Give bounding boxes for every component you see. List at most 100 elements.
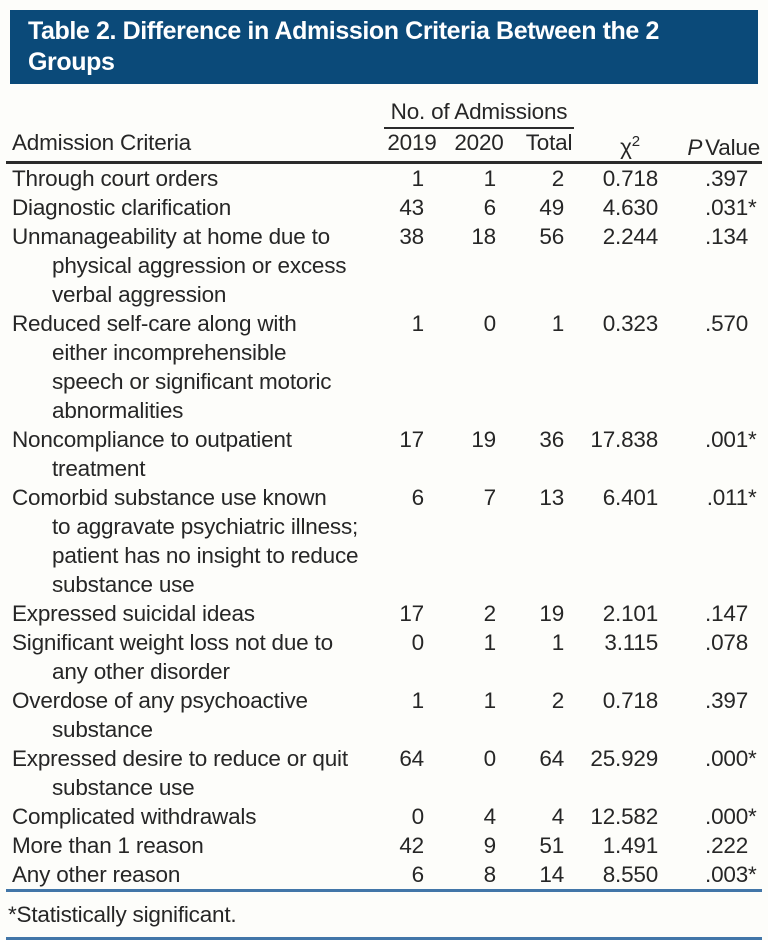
p-value-number: .000 <box>705 745 749 771</box>
p-value-cell: .570 <box>664 309 762 425</box>
criteria-continuation-line: either incomprehensible <box>52 339 287 365</box>
chi-square-cell: 0.718 <box>602 165 659 191</box>
chi-superscript: 2 <box>631 133 640 150</box>
significance-asterisk: * <box>748 194 757 220</box>
admissions-total-cell: 56 <box>539 223 565 249</box>
criteria-line: Reduced self-care along with <box>12 310 297 336</box>
admissions-2020-cell: 4 <box>483 803 497 829</box>
table-title-bar: Table 2. Difference in Admission Criteri… <box>10 10 758 84</box>
p-value-cell: .397 <box>664 686 762 744</box>
admissions-total-cell: 2 <box>551 687 565 713</box>
criteria-line: More than 1 reason <box>12 832 204 858</box>
criteria-cell: More than 1 reason <box>6 831 384 860</box>
criteria-continuation-line: substance use <box>52 571 195 597</box>
criteria-cell: Reduced self-care along with either incom… <box>6 309 384 425</box>
criteria-continuation-line: any other disorder <box>52 658 230 684</box>
chi-symbol: χ <box>620 134 632 160</box>
criteria-continuation-line: to aggravate psychiatric illness; <box>52 513 359 539</box>
column-header-2020: 2020 <box>440 128 510 164</box>
column-header-p-value: P Value <box>664 98 763 164</box>
p-value-number: .000 <box>705 803 749 829</box>
criteria-cell: Comorbid substance use known to aggravate… <box>6 483 384 599</box>
chi-square-cell: 0.718 <box>602 687 659 713</box>
criteria-line: Expressed suicidal ideas <box>12 600 255 626</box>
p-value-cell: .134 <box>664 222 762 309</box>
criteria-continuation-line: substance use <box>52 774 195 800</box>
table-row: Reduced self-care along with either incom… <box>6 309 762 425</box>
column-header-2019: 2019 <box>384 128 440 164</box>
chi-square-cell: 1.491 <box>602 832 659 858</box>
admissions-2020-cell: 8 <box>483 861 497 887</box>
p-value-italic-p: P <box>687 134 703 160</box>
p-value-number: .397 <box>705 687 749 713</box>
admissions-2019-cell: 17 <box>399 600 424 626</box>
criteria-cell: Complicated withdrawals <box>6 802 384 831</box>
table-row: Significant weight loss not due to any ot… <box>6 628 762 686</box>
chi-square-cell: 12.582 <box>590 803 659 829</box>
column-header-admission-criteria: Admission Criteria <box>6 98 384 164</box>
criteria-cell: Diagnostic clarification <box>6 193 384 222</box>
footnote-bar: *Statistically significant. <box>6 888 762 940</box>
admissions-total-cell: 19 <box>539 600 565 626</box>
admissions-total-cell: 36 <box>539 426 565 452</box>
criteria-line: Expressed desire to reduce or quit <box>12 745 348 771</box>
p-value-cell: .147 <box>664 599 762 628</box>
table-title: Table 2. Difference in Admission Criteri… <box>28 17 659 76</box>
p-value-word: Value <box>705 134 761 160</box>
significance-asterisk: * <box>748 745 757 771</box>
admissions-2020-cell: 1 <box>483 629 497 655</box>
admissions-total-cell: 14 <box>539 861 565 887</box>
admissions-2020-cell: 9 <box>483 832 497 858</box>
admissions-2019-cell: 6 <box>411 861 425 887</box>
significance-asterisk: * <box>748 426 757 452</box>
footnote-text: *Statistically significant. <box>8 901 237 927</box>
chi-square-cell: 2.244 <box>602 223 659 249</box>
criteria-line: Comorbid substance use known <box>12 484 327 510</box>
admissions-total-cell: 1 <box>551 629 565 655</box>
admissions-2019-cell: 43 <box>399 194 424 220</box>
criteria-cell: Noncompliance to outpatient treatment <box>6 425 384 483</box>
table-row: Any other reason 6 8 14 8.550 .003* <box>6 860 762 889</box>
admissions-2020-cell: 0 <box>483 310 497 336</box>
chi-square-cell: 8.550 <box>602 861 659 887</box>
criteria-line: Overdose of any psychoactive <box>12 687 308 713</box>
p-value-cell: .031* <box>664 193 762 222</box>
admissions-2020-cell: 18 <box>471 223 496 249</box>
admissions-2020-cell: 19 <box>471 426 496 452</box>
table-row: Diagnostic clarification 43 6 49 4.630 .… <box>6 193 762 222</box>
chi-square-cell: 2.101 <box>602 600 659 626</box>
column-header-total: Total <box>510 128 575 164</box>
p-value-cell: .222 <box>664 831 762 860</box>
p-value-cell: .397 <box>664 162 762 193</box>
chi-square-cell: 3.115 <box>604 629 659 655</box>
p-value-cell: .078 <box>664 628 762 686</box>
table-row: Comorbid substance use known to aggravate… <box>6 483 762 599</box>
p-value-cell: .011* <box>664 483 762 599</box>
table-body: Through court orders 1 1 2 0.718 .397 Di… <box>6 162 762 889</box>
criteria-continuation-line: substance <box>52 716 153 742</box>
table-row: Complicated withdrawals 0 4 4 12.582 .00… <box>6 802 762 831</box>
criteria-continuation-line: speech or significant motoric <box>52 368 332 394</box>
table-row: Noncompliance to outpatient treatment 17 … <box>6 425 762 483</box>
admissions-2020-cell: 6 <box>483 194 497 220</box>
admissions-total-cell: 13 <box>539 484 565 510</box>
chi-square-cell: 17.838 <box>590 426 659 452</box>
criteria-line: Significant weight loss not due to <box>12 629 333 655</box>
criteria-cell: Expressed suicidal ideas <box>6 599 384 628</box>
criteria-continuation-line: abnormalities <box>52 397 184 423</box>
admissions-2019-cell: 1 <box>411 687 425 713</box>
admissions-total-cell: 2 <box>551 165 565 191</box>
admissions-total-cell: 64 <box>539 745 565 771</box>
admissions-2020-cell: 0 <box>483 745 497 771</box>
column-header-chi-square: χ2 <box>574 98 665 164</box>
admissions-2020-cell: 2 <box>483 600 497 626</box>
p-value-cell: .000* <box>664 802 762 831</box>
criteria-cell: Overdose of any psychoactive substance <box>6 686 384 744</box>
criteria-line: Any other reason <box>12 861 181 887</box>
chi-square-cell: 0.323 <box>602 310 659 336</box>
criteria-cell: Expressed desire to reduce or quit substa… <box>6 744 384 802</box>
p-value-number: .001 <box>705 426 749 452</box>
table-row: Through court orders 1 1 2 0.718 .397 <box>6 162 762 193</box>
p-value-number: .134 <box>705 223 749 249</box>
